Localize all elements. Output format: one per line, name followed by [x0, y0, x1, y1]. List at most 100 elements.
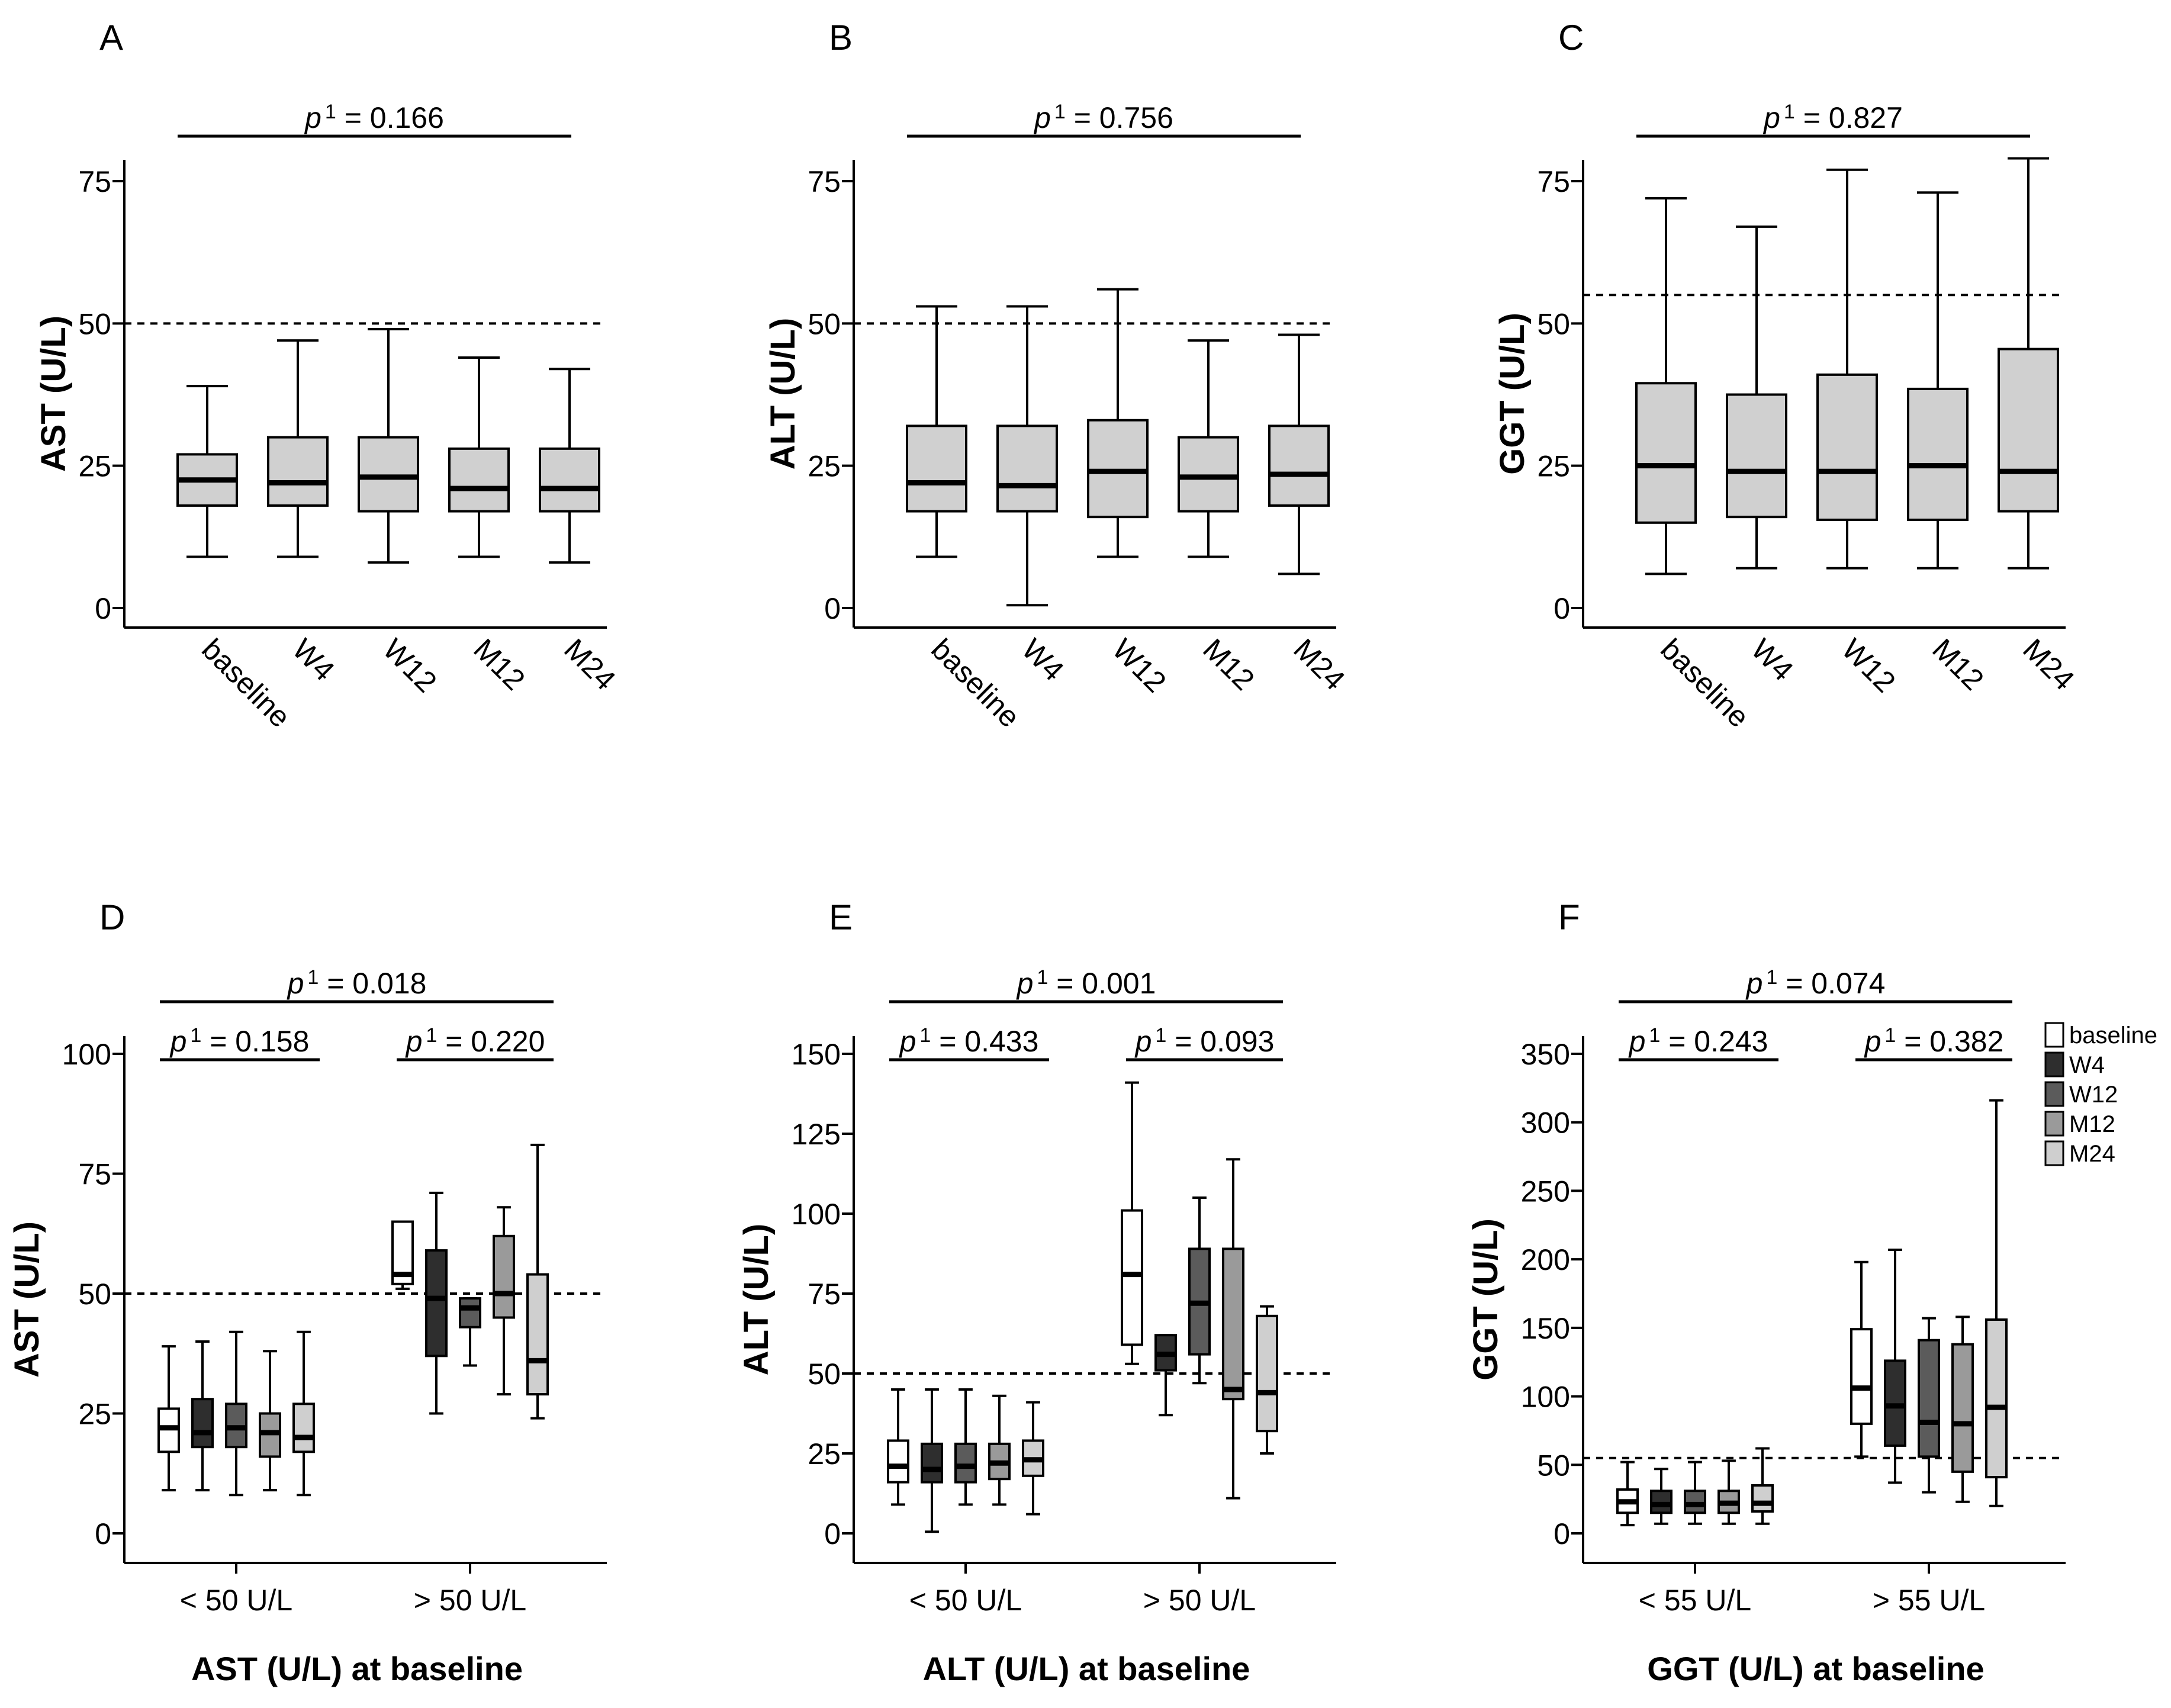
x-tick-label: W12: [1106, 632, 1172, 699]
box-w4-group-1: [1650, 1468, 1673, 1525]
panel-letter-e: E: [829, 898, 853, 937]
p-value-label-overall-sup: 1: [307, 966, 319, 989]
x-tick-label: W4: [286, 632, 341, 687]
box-baseline: [906, 305, 967, 558]
box-baseline-group-1: [157, 1345, 180, 1492]
p-value-label-p: p: [1033, 101, 1051, 134]
legend-swatch-m12: [2044, 1111, 2064, 1137]
p-value-label-sup: 1: [1054, 101, 1066, 123]
panel-letter-c: C: [1558, 18, 1584, 57]
box-w4-group-1-iqr: [921, 1442, 943, 1484]
p-value-label-group-1-p: p: [899, 1025, 916, 1058]
y-tick-label: 75: [808, 1278, 841, 1311]
x-axis-label: GGT (U/L) at baseline: [1647, 1650, 1984, 1687]
box-baseline-group-2-iqr: [1121, 1209, 1143, 1346]
p-value-label-value: = 0.756: [1066, 101, 1173, 134]
legend-label-w4: W4: [2069, 1052, 2105, 1078]
box-w4-iqr: [996, 424, 1058, 513]
box-w12-iqr: [1087, 419, 1149, 519]
x-tick-label: W4: [1015, 632, 1070, 687]
y-tick-label: 25: [808, 450, 841, 483]
y-tick-label: 50: [78, 1278, 111, 1311]
x-tick-label: M24: [2016, 632, 2080, 696]
box-w12: [1816, 168, 1878, 570]
box-w4-group-2-iqr: [425, 1249, 448, 1358]
x-group-label: < 55 U/L: [1639, 1584, 1751, 1617]
y-tick-label: 50: [808, 1358, 841, 1391]
x-group-label: < 50 U/L: [180, 1584, 292, 1617]
y-tick-label: 25: [78, 450, 111, 483]
legend: baseline W4 W12 M12 M24: [2044, 1022, 2157, 1167]
y-tick-label: 50: [78, 307, 111, 340]
p-value-label-sup: 1: [325, 101, 336, 123]
y-axis-label: AST (U/L): [34, 316, 73, 472]
box-w4: [996, 305, 1058, 607]
box-baseline-iqr: [1635, 382, 1697, 524]
p-value-label-group-2-value: = 0.093: [1166, 1025, 1274, 1058]
y-axis-label: GGT (U/L): [1466, 1218, 1505, 1381]
y-tick-label: 200: [1521, 1243, 1570, 1276]
p-value-label-group-2-p: p: [405, 1025, 423, 1058]
y-axis-label: ALT (U/L): [764, 318, 802, 470]
box-m24-group-2: [1256, 1305, 1278, 1455]
box-m12-group-2-iqr: [1951, 1343, 1974, 1473]
box-m12: [1178, 339, 1239, 558]
y-tick-label: 75: [78, 165, 111, 198]
y-tick-label: 0: [824, 592, 841, 625]
y-tick-label: 150: [1521, 1312, 1570, 1345]
box-w4-group-2-iqr: [1884, 1359, 1906, 1447]
box-w12: [1087, 288, 1149, 558]
y-tick-label: 100: [62, 1038, 111, 1071]
box-w12-group-1-iqr: [954, 1442, 977, 1484]
p-value-label-group-2-value: = 0.382: [1896, 1025, 2003, 1058]
y-tick-label: 25: [808, 1437, 841, 1471]
p-value-label-group-1-value: = 0.433: [931, 1025, 1038, 1058]
panel-letter-f: F: [1558, 898, 1580, 937]
p-value-label-group-1-p: p: [1628, 1025, 1646, 1058]
box-baseline-group-2: [391, 1220, 414, 1290]
box-m24-group-1-iqr: [1751, 1484, 1774, 1513]
y-tick-label: 350: [1521, 1038, 1570, 1071]
box-w12-group-1: [1684, 1461, 1706, 1525]
box-w4: [1726, 225, 1787, 570]
p-value-label-group-1-sup: 1: [1649, 1024, 1660, 1047]
box-m12-group-2-iqr: [493, 1234, 515, 1319]
p-value-label-group-1-p: p: [169, 1025, 187, 1058]
box-m24-group-1: [292, 1330, 315, 1497]
box-baseline-group-2: [1121, 1081, 1143, 1365]
box-m24: [539, 368, 600, 564]
p-value-label-overall-sup: 1: [1037, 966, 1048, 989]
box-m12-group-1: [259, 1350, 281, 1492]
box-w12: [358, 327, 419, 564]
legend-label-w12: W12: [2069, 1082, 2118, 1108]
p-value-label-sup: 1: [1784, 101, 1795, 123]
box-w12-group-2: [1918, 1317, 1940, 1494]
p-value-label-overall-p: p: [1016, 967, 1034, 1000]
p-value-label-group-2-sup: 1: [1155, 1024, 1166, 1047]
box-baseline-group-2-iqr: [1850, 1328, 1873, 1425]
box-m12-iqr: [1907, 387, 1969, 521]
box-m24-group-2-iqr: [526, 1273, 549, 1396]
y-tick-label: 0: [1554, 592, 1570, 625]
box-m24-group-2-iqr: [1256, 1314, 1278, 1433]
x-tick-label: W12: [377, 632, 443, 699]
x-axis-label: ALT (U/L) at baseline: [923, 1650, 1250, 1687]
box-m12-group-1: [1717, 1459, 1740, 1525]
y-axis-label: ALT (U/L): [737, 1224, 776, 1376]
box-baseline: [1635, 197, 1697, 575]
y-tick-label: 100: [792, 1198, 841, 1231]
box-w4-group-2: [1154, 1334, 1177, 1417]
y-tick-label: 125: [792, 1118, 841, 1151]
y-tick-label: 0: [824, 1517, 841, 1551]
box-baseline: [176, 385, 238, 558]
